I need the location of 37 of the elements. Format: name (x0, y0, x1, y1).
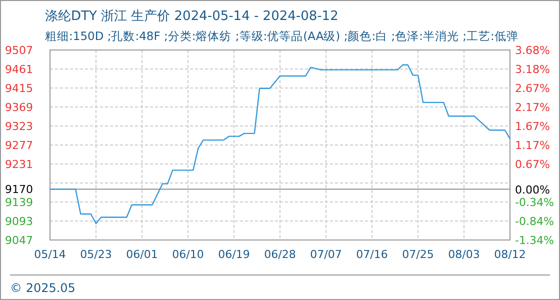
x-tick-label: 06/28 (264, 248, 296, 261)
y2-tick-label: -0.84% (515, 215, 554, 228)
y-tick-label: 9461 (5, 63, 33, 76)
x-tick-label: 06/01 (126, 248, 158, 261)
y-tick-label: 9231 (5, 158, 33, 171)
line-series (49, 64, 511, 224)
ref-line-label: 9170 (5, 183, 33, 196)
chart-subtitle: 粗细:150D ;孔数:48F ;分类:熔体纺 ;等级:优等品(AA级) ;颜色:白 ;色泽:半消光 ;工艺:低弹 (45, 29, 518, 43)
y2-tick-label: 1.67% (515, 120, 550, 134)
y2-tick-label: 1.17% (515, 139, 550, 152)
y2-tick-label: 0.00% (515, 183, 550, 196)
x-tick-label: 05/14 (34, 248, 66, 261)
y-tick-label: 9369 (5, 101, 33, 114)
y2-tick-label: 2.17% (515, 101, 550, 114)
chart-title: 涤纶DTY 浙江 生产价 2024-05-14 - 2024-08-12 (45, 9, 338, 24)
y-tick-label: 9277 (5, 139, 33, 152)
x-tick-label: 08/03 (448, 248, 480, 261)
x-tick-label: 06/19 (218, 248, 250, 261)
x-tick-label: 07/07 (310, 248, 342, 261)
y2-tick-label: 0.67% (515, 158, 550, 171)
y-tick-label: 9507 (5, 44, 33, 57)
x-tick-label: 07/25 (402, 248, 434, 261)
text: © 2025.05 (10, 281, 76, 295)
x-tick-label: 08/12 (494, 248, 526, 261)
y-tick-label: 9415 (5, 82, 33, 95)
y-tick-label: 9139 (5, 196, 33, 209)
x-tick-label: 06/10 (172, 248, 204, 261)
x-tick-label: 05/23 (80, 248, 112, 261)
y-tick-label: 9093 (5, 215, 33, 228)
y2-tick-label: -1.34% (515, 234, 554, 247)
y-tick-label: 9323 (5, 120, 33, 133)
y2-tick-label: 3.18% (515, 62, 550, 76)
y2-tick-label: 2.67% (515, 82, 550, 96)
x-tick-label: 07/16 (356, 248, 388, 261)
y-tick-label: 9047 (5, 234, 33, 247)
y2-tick-label: 3.68% (515, 44, 550, 57)
y2-tick-label: -0.34% (515, 196, 554, 210)
